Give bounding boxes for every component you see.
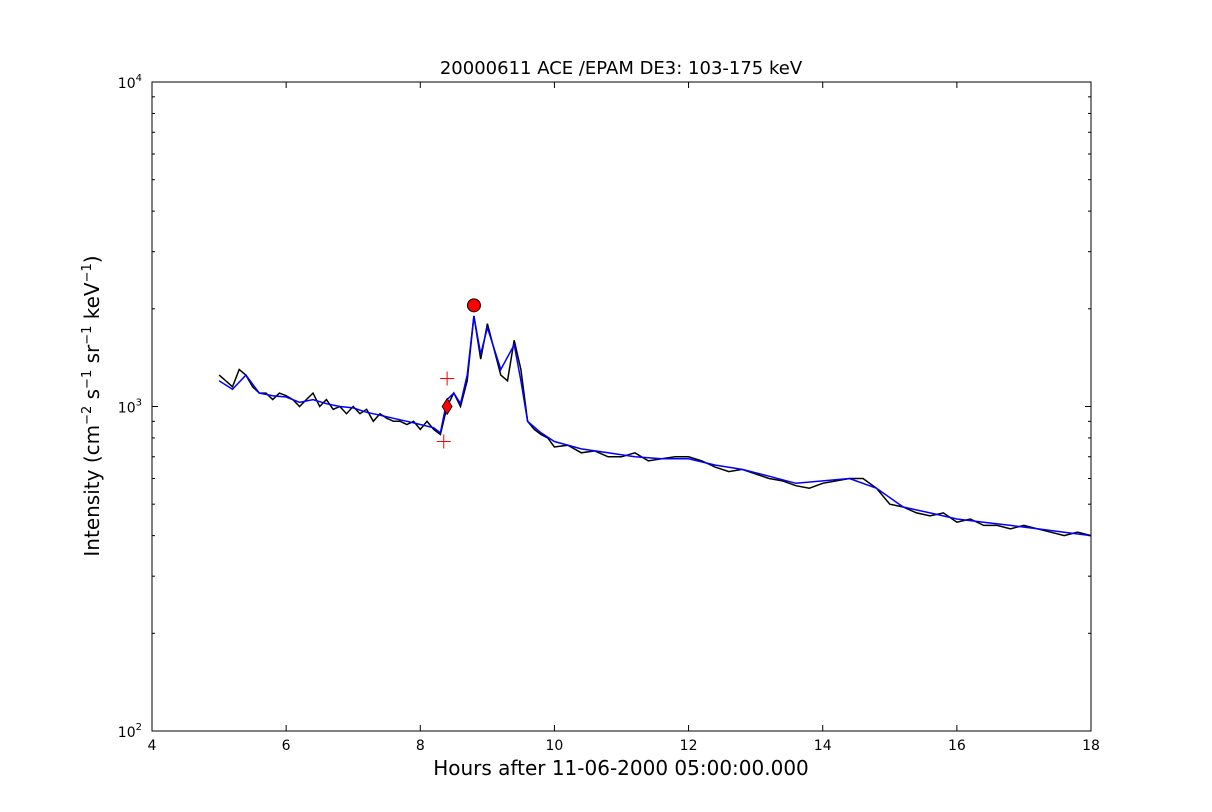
chart-title: 20000611 ACE /EPAM DE3: 103-175 keV [440, 58, 803, 79]
y-axis-label-mid2: sr [80, 344, 104, 370]
series-line-smoothed [218, 315, 1092, 537]
x-tick-label: 14 [814, 738, 832, 754]
tick-layer: 4 6 8 10 12 14 16 18 102 103 104 [118, 73, 1100, 754]
x-axis-label: Hours after 11-06-2000 05:00:00.000 [433, 756, 809, 780]
y-axis-label-sup4: −1 [80, 263, 95, 282]
y-axis-label-sup1: −2 [80, 406, 95, 425]
y-axis-label-sup2: −1 [80, 370, 95, 389]
error-marker-plus-2 [440, 371, 455, 386]
y-axis-label-mid3: keV [80, 282, 104, 326]
x-tick-label: 6 [282, 738, 291, 754]
y-tick-label: 103 [118, 398, 142, 417]
y-tick-label: 104 [118, 73, 142, 92]
marker-layer [436, 298, 481, 449]
x-tick-label: 18 [1082, 738, 1100, 754]
x-tick-label: 8 [416, 738, 425, 754]
x-tick-label: 10 [546, 738, 564, 754]
error-marker-plus-3 [436, 434, 451, 449]
x-tick-label: 4 [148, 738, 157, 754]
onset-marker-diamond [441, 397, 453, 416]
series-line-raw [218, 315, 1092, 537]
y-axis-label-sup3: −1 [80, 326, 95, 345]
x-tick-label: 16 [948, 738, 966, 754]
series-layer [218, 315, 1092, 537]
plot-frame [151, 81, 1092, 732]
x-tick-label: 12 [680, 738, 698, 754]
y-axis-label: Intensity (cm−2 s−1 sr−1 keV−1) [80, 255, 104, 556]
y-tick-label: 102 [118, 722, 142, 741]
y-axis-label-mid1: s [80, 389, 104, 406]
y-axis-label-suffix: ) [80, 255, 104, 263]
plot-area [151, 81, 1092, 732]
y-axis-label-prefix: Intensity (cm [80, 425, 104, 557]
peak-marker-circle [466, 298, 481, 313]
